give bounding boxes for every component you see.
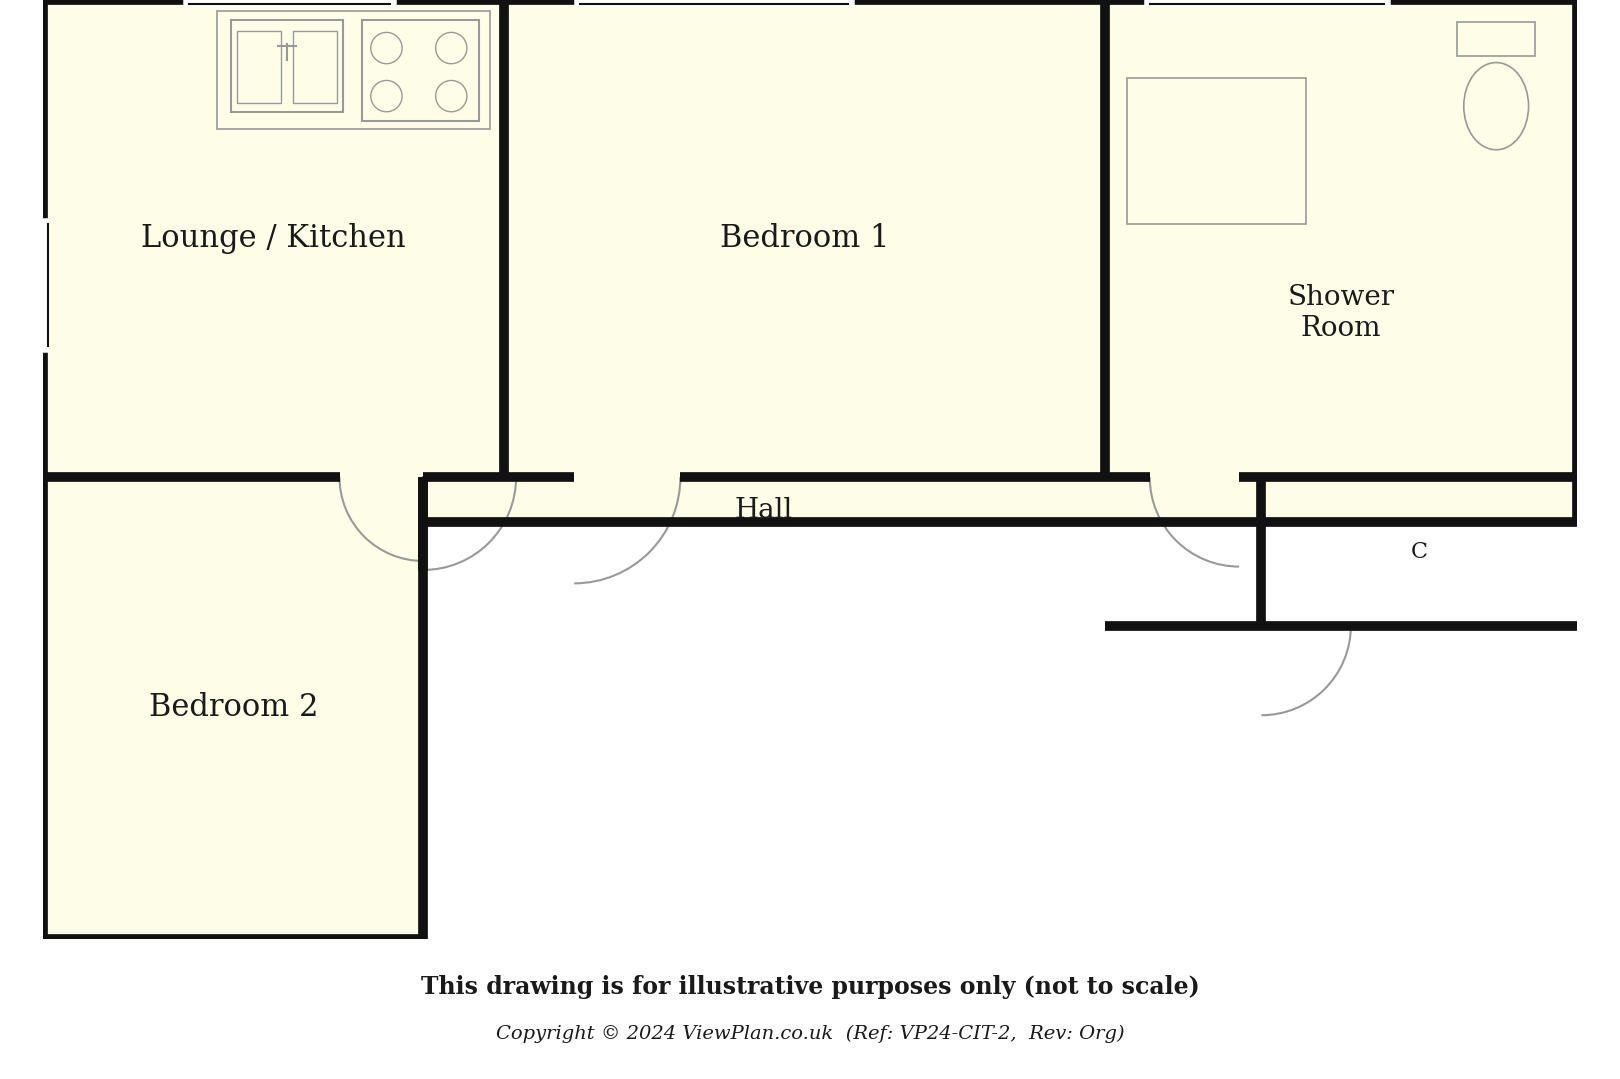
Bar: [293, 31, 337, 103]
Text: Copyright © 2024 ViewPlan.co.uk  (Ref: VP24-CIT-2,  Rev: Org): Copyright © 2024 ViewPlan.co.uk (Ref: VP…: [496, 1025, 1124, 1042]
Bar: [232, 21, 343, 112]
Bar: [361, 21, 480, 121]
Polygon shape: [44, 477, 423, 939]
Text: C: C: [1411, 541, 1427, 562]
Bar: [1128, 78, 1306, 223]
Bar: [217, 11, 491, 128]
Bar: [237, 31, 282, 103]
Polygon shape: [44, 0, 1576, 477]
Text: Lounge / Kitchen: Lounge / Kitchen: [141, 223, 407, 254]
Polygon shape: [423, 477, 1576, 522]
Text: Bedroom 1: Bedroom 1: [719, 223, 889, 254]
Bar: [1456, 23, 1536, 56]
Text: Bedroom 2: Bedroom 2: [149, 693, 318, 723]
Text: Shower
Room: Shower Room: [1288, 284, 1395, 342]
Text: This drawing is for illustrative purposes only (not to scale): This drawing is for illustrative purpose…: [421, 975, 1199, 999]
Text: Hall: Hall: [735, 497, 794, 524]
